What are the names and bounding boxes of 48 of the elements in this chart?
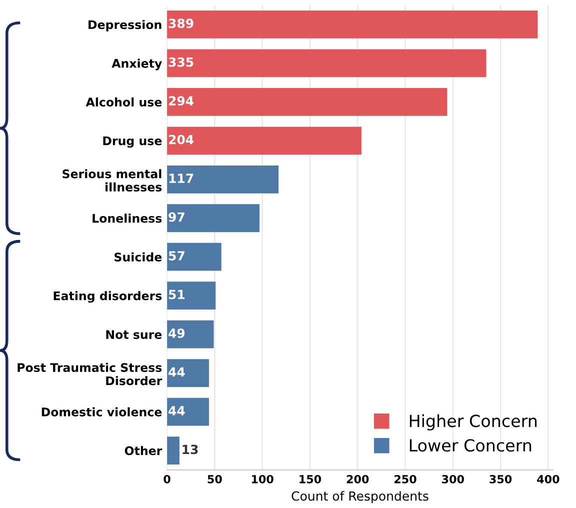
x-tick-label: 50: [208, 474, 222, 484]
bar: [167, 126, 362, 155]
y-tick-label: Eating disorders: [54, 291, 162, 303]
bar: [167, 10, 538, 38]
y-tick-label: Loneliness: [92, 214, 162, 223]
x-tick-label: 250: [394, 474, 416, 484]
y-tick-label: Post Traumatic Stress Disorder: [18, 362, 162, 386]
bar: [167, 165, 279, 194]
y-tick-label: Other: [124, 446, 162, 456]
legend-label: Lower Concern: [410, 439, 532, 452]
data-label: 117: [169, 174, 194, 183]
bar: [167, 282, 216, 310]
y-tick-label: Domestic violence: [42, 407, 162, 416]
x-tick-label: 150: [300, 474, 322, 484]
x-tick-label: 0: [164, 474, 170, 484]
bar: [167, 204, 260, 232]
y-tick-label: Not sure: [106, 330, 162, 339]
data-label: 44: [168, 406, 185, 416]
bar: [167, 436, 180, 464]
legend-label: Higher Concern: [410, 414, 537, 430]
data-label: 44: [168, 367, 185, 377]
y-tick-label: Drug use: [103, 136, 162, 148]
data-label: 389: [168, 18, 194, 28]
bar: [167, 320, 214, 348]
y-tick-label: Serious mental illnesses: [62, 169, 162, 192]
x-tick-label: 200: [346, 474, 369, 484]
data-label: 294: [168, 96, 194, 106]
x-tick-label: 350: [490, 474, 512, 484]
data-label: 97: [168, 212, 184, 222]
data-label: 204: [168, 134, 194, 144]
x-tick-label: 100: [252, 474, 274, 484]
y-tick-label: Depression: [88, 20, 162, 32]
bar: [167, 359, 209, 388]
data-label: 49: [168, 328, 185, 338]
data-label: 335: [168, 57, 194, 67]
y-tick-label: Anxiety: [112, 58, 162, 70]
bar: [167, 242, 222, 271]
x-axis-title: Count of Respondents: [292, 491, 428, 504]
y-tick-label: Suicide: [114, 252, 162, 262]
x-tick-label: 400: [537, 474, 560, 484]
bar: [167, 398, 209, 426]
data-label: 51: [168, 290, 185, 300]
bar: [167, 88, 448, 116]
data-label: 13: [182, 444, 198, 454]
x-tick-label: 300: [442, 474, 464, 484]
data-label: 57: [168, 251, 184, 260]
y-tick-label: Alcohol use: [86, 97, 162, 107]
bar: [167, 49, 486, 78]
